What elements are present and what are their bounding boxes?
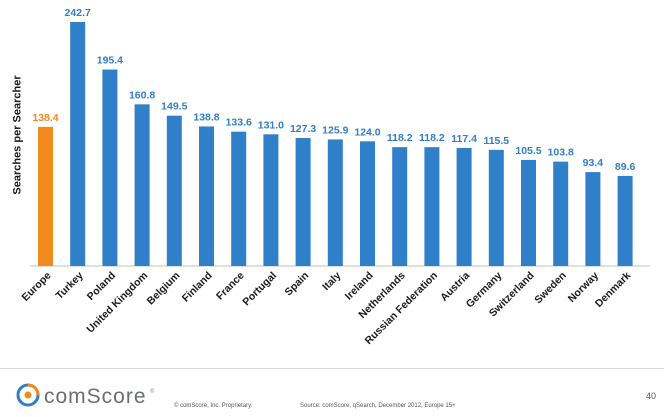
y-axis-label: Searches per Searcher — [8, 0, 28, 270]
bar-finland — [199, 126, 214, 266]
data-label: 124.0 — [354, 126, 380, 138]
bar-netherlands — [392, 147, 408, 266]
x-tick-label: United Kingdom — [84, 270, 150, 336]
bar-france — [231, 131, 247, 266]
bar-austria — [456, 147, 472, 266]
data-label: 195.4 — [97, 55, 123, 67]
page-number: 40 — [645, 391, 656, 401]
data-label: 133.6 — [226, 117, 252, 129]
bar-switzerland — [521, 159, 536, 266]
bar-spain — [295, 138, 311, 266]
data-label: 149.5 — [161, 101, 187, 113]
comscore-logo-icon — [16, 383, 40, 407]
bar-turkey — [70, 22, 86, 266]
bar-germany — [488, 149, 504, 266]
bar-united-kingdom — [134, 104, 150, 267]
data-label: 105.5 — [515, 145, 541, 157]
data-label: 89.6 — [615, 161, 636, 173]
x-tick-label: Europe — [20, 270, 54, 304]
footer-divider — [0, 368, 664, 369]
bar-sweden — [553, 161, 569, 266]
data-label: 242.7 — [65, 7, 91, 19]
bar-europe — [38, 126, 53, 266]
y-axis-label-text: Searches per Searcher — [12, 75, 24, 195]
data-label: 115.5 — [483, 135, 509, 147]
data-label: 125.9 — [322, 124, 348, 136]
data-label: 118.2 — [387, 132, 413, 144]
x-tick-label: Denmark — [593, 270, 633, 310]
bar-chart: 138.4Europe242.7Turkey195.4Poland160.8Un… — [20, 7, 650, 347]
bar-portugal — [263, 134, 279, 266]
data-label: 127.3 — [290, 123, 316, 135]
logo-text: comScore — [44, 385, 147, 408]
x-tick-label: Belgium — [145, 270, 183, 308]
data-label: 93.4 — [583, 157, 604, 169]
x-tick-label: Finland — [180, 270, 215, 305]
source-text: Source: comScore, qSearch, December 2012… — [300, 403, 456, 409]
data-label: 103.8 — [548, 147, 574, 159]
data-label: 117.4 — [451, 133, 477, 145]
bar-italy — [327, 139, 343, 266]
x-tick-label: Spain — [283, 270, 312, 299]
x-tick-label: Italy — [320, 270, 343, 293]
x-tick-label: Sweden — [532, 270, 569, 307]
data-label: 138.4 — [32, 112, 58, 124]
data-label: 160.8 — [129, 89, 155, 101]
bar-denmark — [617, 175, 633, 266]
bar-belgium — [166, 115, 182, 266]
logo-trademark: ® — [150, 389, 155, 395]
x-tick-label: Turkey — [54, 270, 86, 302]
data-label: 131.0 — [258, 119, 284, 131]
bar-norway — [585, 172, 601, 266]
bar-ireland — [360, 141, 375, 266]
bar-poland — [102, 69, 118, 266]
data-label: 138.8 — [193, 111, 219, 123]
copyright-text: © comScore, Inc. Proprietary. — [174, 403, 253, 409]
footer: comScore ® © comScore, Inc. Proprietary.… — [0, 369, 664, 417]
data-label: 118.2 — [419, 132, 445, 144]
bar-russian-federation — [424, 147, 440, 266]
x-tick-label: Portugal — [240, 270, 279, 309]
